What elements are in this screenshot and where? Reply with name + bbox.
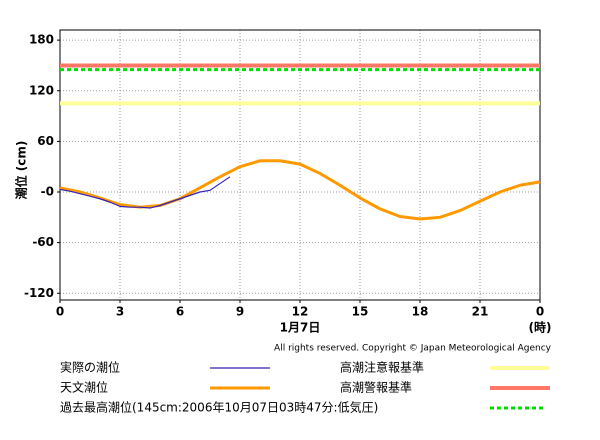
legend-label: 実際の潮位 (60, 360, 120, 375)
y-axis-label: 潮位 (cm) (14, 141, 29, 200)
x-tick-label: 6 (176, 305, 184, 319)
x-tick-label: 15 (352, 305, 369, 319)
y-tick-label: -0 (41, 185, 54, 199)
y-tick-label: -120 (24, 286, 54, 300)
legend-label: 過去最高潮位(145cm:2006年10月07日03時47分:低気圧) (60, 400, 378, 415)
x-axis-label: 1月7日 (280, 321, 321, 335)
x-tick-label: 0 (56, 305, 64, 319)
tide-line (59, 176, 231, 209)
copyright: All rights reserved. Copyright © Japan M… (274, 344, 552, 354)
y-tick-label: 120 (29, 83, 54, 97)
legend-label: 高潮注意報基準 (340, 360, 424, 375)
x-tick-label: 9 (236, 305, 244, 319)
plot-frame (59, 29, 541, 301)
x-tick-label: 18 (412, 305, 429, 319)
legend-label: 天文潮位 (60, 380, 108, 395)
y-tick-label: -60 (32, 235, 54, 249)
x-tick-label: 3 (116, 305, 124, 319)
x-tick-label: 12 (292, 305, 309, 319)
y-tick-label: 180 (29, 33, 54, 47)
legend-label: 高潮警報基準 (340, 380, 412, 395)
x-tick-label: 0 (536, 305, 544, 319)
x-tick-label: 21 (472, 305, 489, 319)
y-tick-label: 60 (37, 134, 54, 148)
x-axis-unit: (時) (529, 320, 552, 335)
